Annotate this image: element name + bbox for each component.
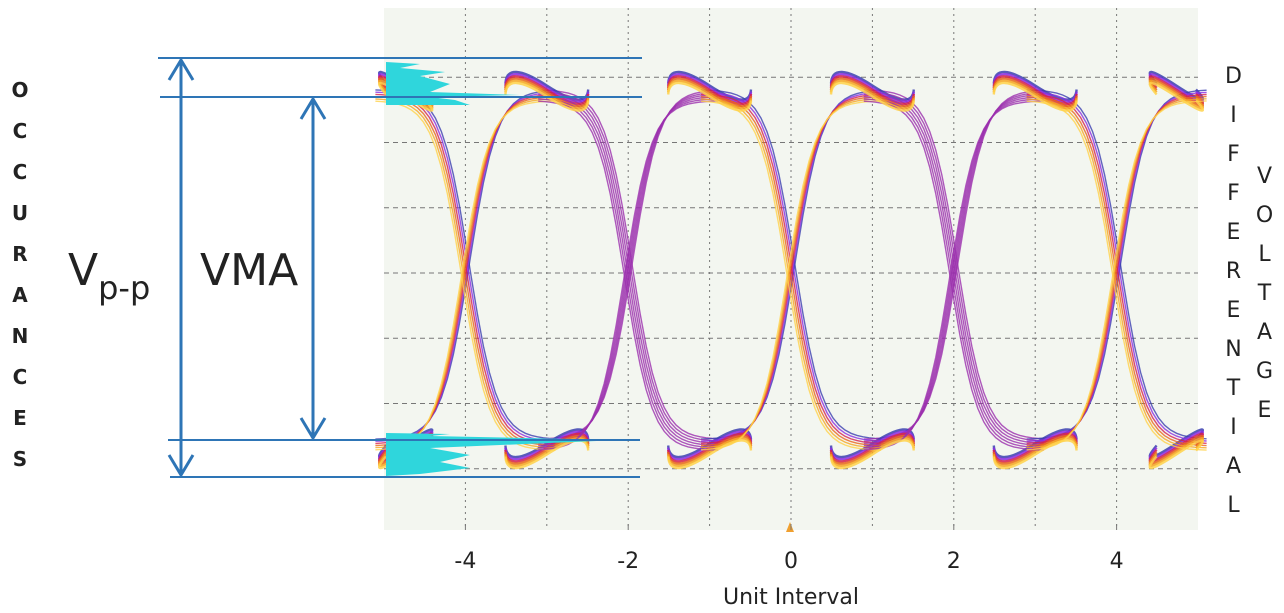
x-tick-label: 0	[784, 549, 798, 574]
x-tick-label: 4	[1110, 549, 1124, 574]
eye-diagram: Vp-p VMA -4 -2 0 2 4 Unit Interval	[0, 0, 1284, 613]
vma-label: VMA	[200, 245, 298, 296]
vpp-subscript: p-p	[98, 269, 150, 307]
x-tick-label: 2	[947, 549, 961, 574]
vpp-label: Vp-p	[68, 245, 150, 307]
vpp-main: V	[68, 245, 98, 296]
x-tick-label: -4	[454, 549, 476, 574]
x-tick-label: -2	[617, 549, 639, 574]
x-axis-label: Unit Interval	[723, 585, 859, 610]
page: {"left_label": "OCCURANCES", "right_labe…	[0, 0, 1284, 613]
